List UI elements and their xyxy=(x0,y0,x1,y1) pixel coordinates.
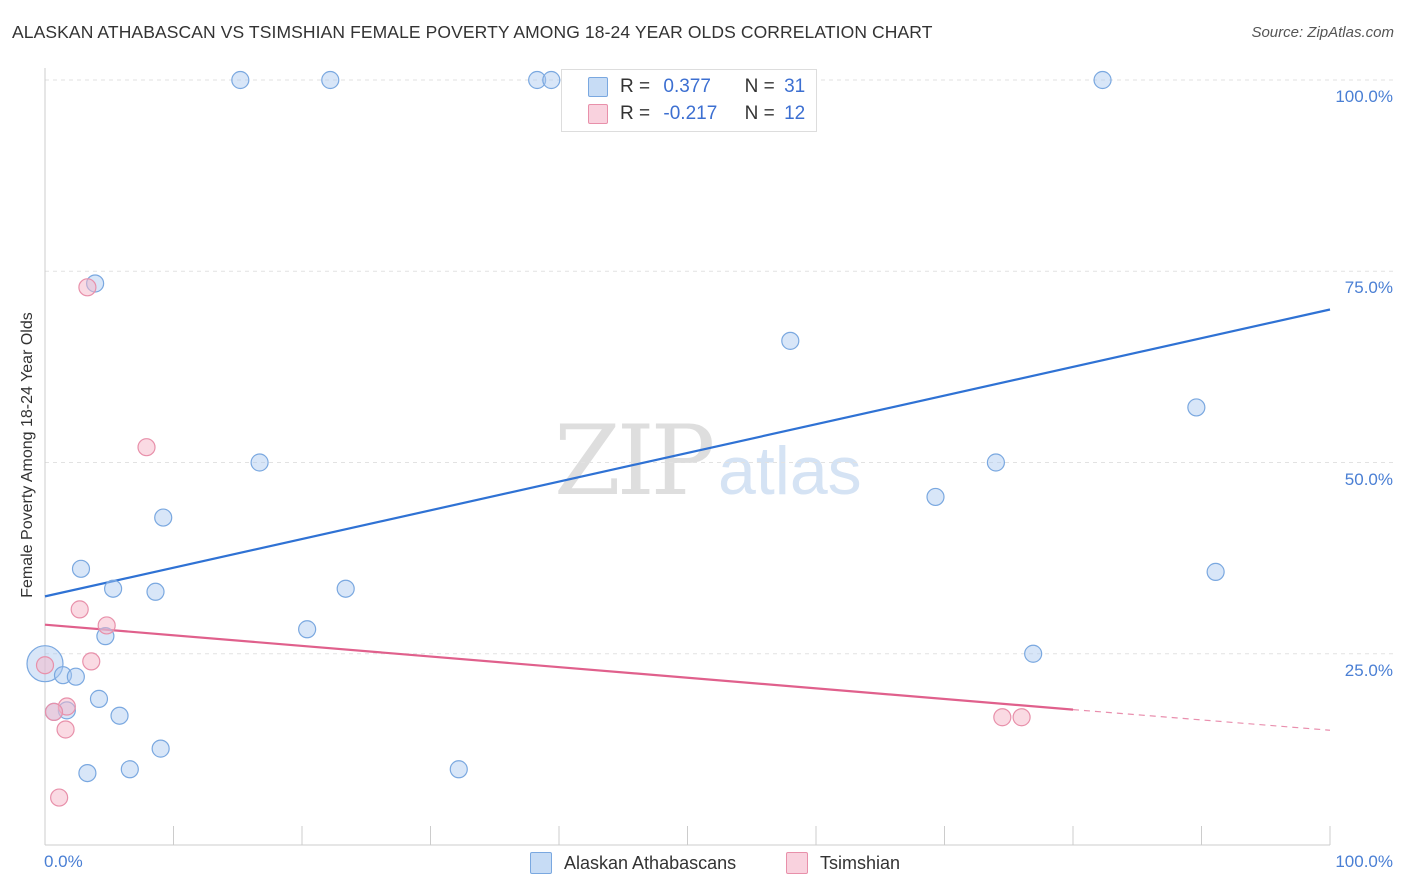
chart-title: ALASKAN ATHABASCAN VS TSIMSHIAN FEMALE P… xyxy=(12,22,933,42)
data-point-athabascan xyxy=(154,508,173,527)
point-layer xyxy=(26,70,1225,807)
trendline-tsimshian xyxy=(44,623,1074,711)
data-point-tsimshian xyxy=(97,616,116,635)
data-point-athabascan xyxy=(298,620,317,639)
data-point-tsimshian xyxy=(1012,708,1031,727)
grid-layer xyxy=(45,79,1395,655)
data-point-tsimshian xyxy=(993,708,1012,727)
correlation-legend: R = 0.377 N = 31 R = -0.217 N = 12 xyxy=(561,69,817,132)
data-point-athabascan xyxy=(66,667,85,686)
data-point-athabascan xyxy=(1093,70,1112,90)
watermark-zip: ZIP xyxy=(554,405,715,517)
bottom-legend-label: Alaskan Athabascans xyxy=(564,852,737,873)
data-point-tsimshian xyxy=(137,438,156,457)
legend-n-value: 31 xyxy=(784,76,806,97)
watermark-atlas: atlas xyxy=(718,433,862,509)
data-point-athabascan xyxy=(110,706,129,725)
legend-r-value: 0.377 xyxy=(663,76,711,97)
legend-r-value: -0.217 xyxy=(663,103,718,124)
trend-layer xyxy=(44,308,1331,731)
legend-n-label: N = xyxy=(744,76,775,97)
bottom-legend-swatch-blue xyxy=(530,852,552,874)
legend-n-label: N = xyxy=(744,103,775,124)
data-point-tsimshian xyxy=(44,702,64,721)
x-tick-label: 100.0% xyxy=(1335,852,1393,871)
data-point-athabascan xyxy=(528,70,547,90)
source-credit: Source: ZipAtlas.com xyxy=(1251,24,1394,41)
data-point-athabascan xyxy=(1024,644,1043,663)
trendline-tsimshian-extrapolated xyxy=(1072,708,1331,731)
data-point-athabascan xyxy=(781,331,800,350)
bottom-legend-tsimshian: Tsimshian xyxy=(786,852,900,874)
data-point-athabascan xyxy=(926,487,945,507)
data-point-athabascan xyxy=(151,739,170,758)
data-point-tsimshian xyxy=(82,652,101,671)
legend-row-tsimshian: R = -0.217 N = 12 xyxy=(588,103,805,125)
data-point-athabascan xyxy=(986,453,1006,472)
y-tick-label: 25.0% xyxy=(1344,660,1393,680)
legend-swatch-pink xyxy=(588,104,608,124)
data-point-athabascan xyxy=(1206,562,1225,581)
legend-swatch-blue xyxy=(588,77,608,97)
legend-row-athabascan: R = 0.377 N = 31 xyxy=(588,76,805,98)
data-point-tsimshian xyxy=(70,600,89,619)
bottom-legend-label: Tsimshian xyxy=(820,852,901,873)
data-point-athabascan xyxy=(78,763,97,783)
data-point-tsimshian xyxy=(50,788,69,807)
data-point-athabascan xyxy=(321,70,340,90)
y-tick-label: 75.0% xyxy=(1344,278,1393,298)
data-point-athabascan xyxy=(449,760,468,779)
bottom-legend-athabascan: Alaskan Athabascans xyxy=(530,852,736,874)
legend-r-label: R = xyxy=(620,76,651,97)
data-point-athabascan xyxy=(120,760,139,779)
y-tick-label: 100.0% xyxy=(1335,87,1393,106)
data-point-tsimshian xyxy=(78,278,97,297)
bottom-legend-swatch-pink xyxy=(786,852,808,874)
data-point-tsimshian xyxy=(35,656,55,675)
legend-r-label: R = xyxy=(620,103,651,124)
data-point-athabascan xyxy=(89,689,109,708)
data-point-athabascan xyxy=(104,579,123,598)
axis-layer xyxy=(44,68,1331,846)
data-point-athabascan xyxy=(250,453,269,472)
y-axis-label: Female Poverty Among 18-24 Year Olds xyxy=(19,312,36,598)
data-point-athabascan xyxy=(1187,398,1206,417)
data-point-athabascan xyxy=(542,70,561,90)
x-tick-label: 0.0% xyxy=(44,852,83,871)
y-tick-label: 50.0% xyxy=(1344,469,1393,489)
data-point-athabascan xyxy=(71,559,91,578)
data-point-athabascan xyxy=(146,582,165,601)
data-point-tsimshian xyxy=(56,720,75,739)
trendline-athabascan xyxy=(44,308,1331,598)
data-point-athabascan xyxy=(231,70,250,90)
legend-n-value: 12 xyxy=(784,103,806,124)
data-point-athabascan xyxy=(336,579,355,598)
